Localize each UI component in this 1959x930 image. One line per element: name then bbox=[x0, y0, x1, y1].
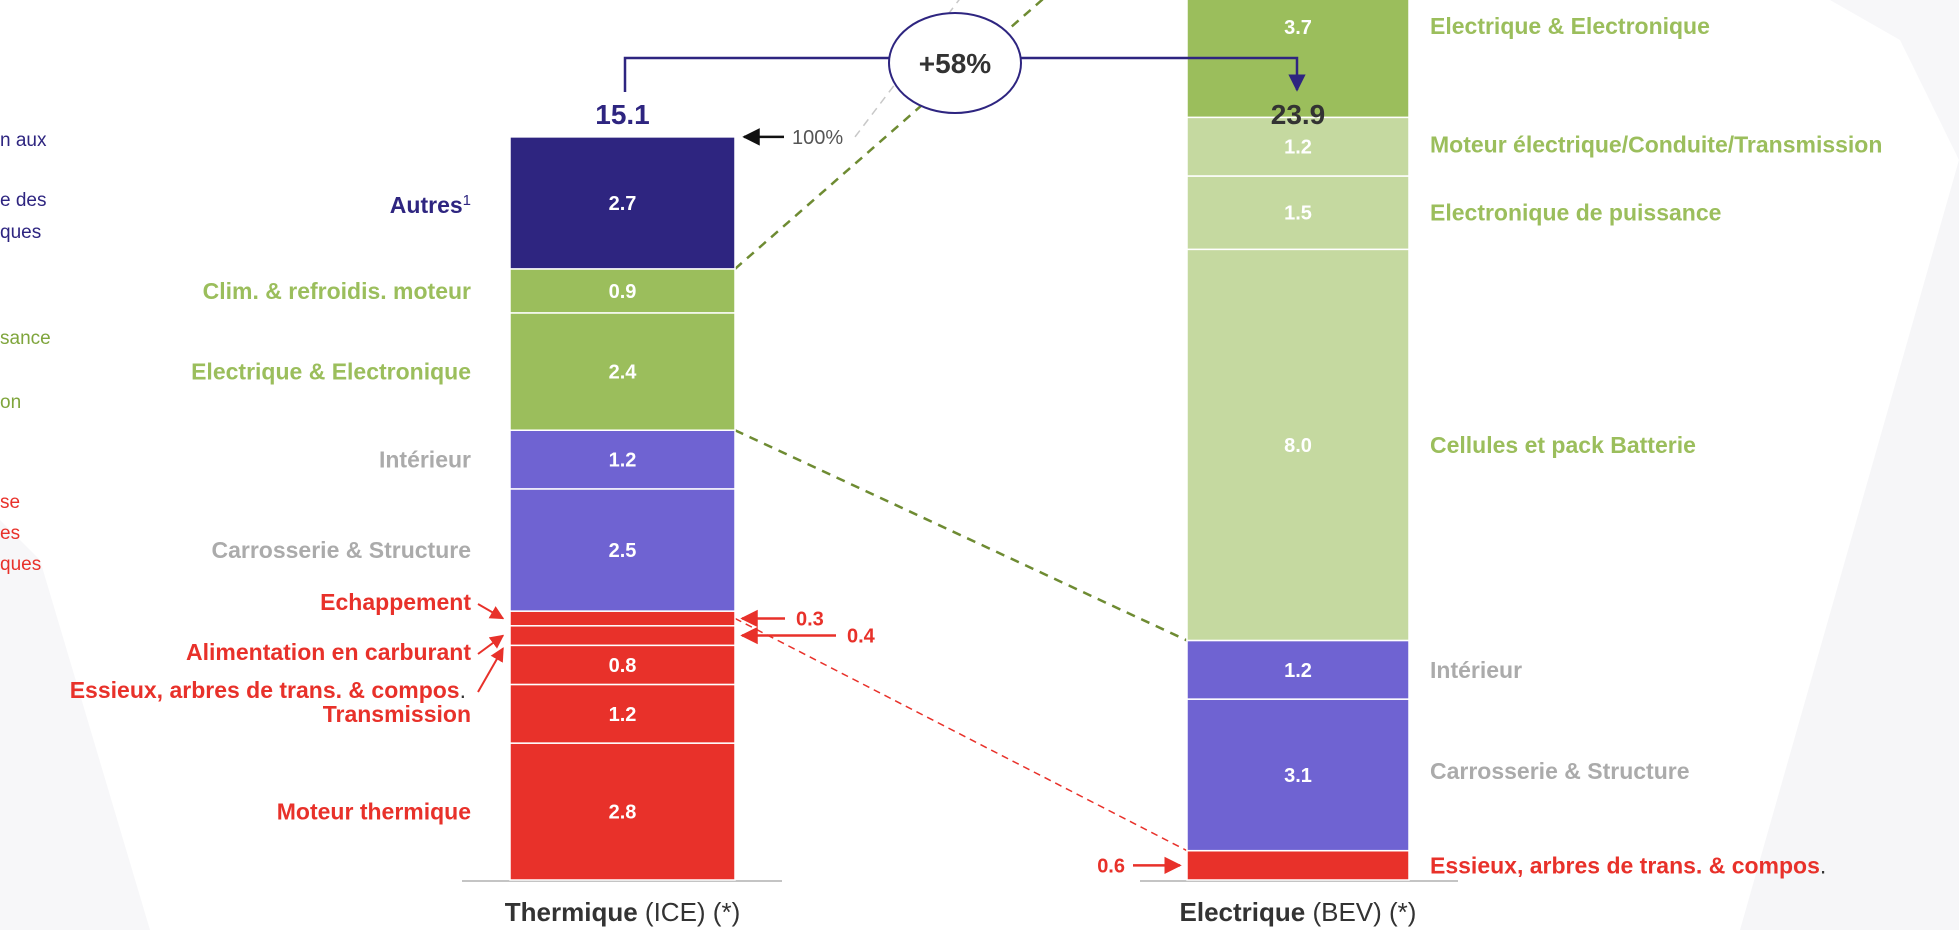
category-label: Electronique de puissance bbox=[1430, 200, 1721, 226]
value-label: 2.8 bbox=[609, 802, 637, 824]
legend-fragment: n aux bbox=[0, 130, 47, 151]
legend-fragment: e des bbox=[0, 190, 46, 211]
category-label: Cellules et pack Batterie bbox=[1430, 432, 1696, 458]
category-label: Moteur thermique bbox=[277, 799, 471, 825]
category-label: Intérieur bbox=[379, 447, 471, 473]
legend-fragment: ques bbox=[0, 554, 41, 575]
category-label: Carrosserie & Structure bbox=[1430, 758, 1690, 784]
value-label: 2.5 bbox=[609, 540, 637, 562]
bar-name-label: Thermique (ICE) (*) bbox=[505, 897, 740, 927]
chart-labels: 2.8 1.2 0.8 2.5 1.2 2.4 0.9 2.7 3.1 1.2 8.0 1.5 1.2 3… bbox=[0, 12, 1882, 927]
legend-fragment: se bbox=[0, 492, 20, 513]
growth-bracket bbox=[1020, 56, 1306, 92]
bar-name-label: Electrique (BEV) (*) bbox=[1180, 897, 1417, 927]
value-label: 8.0 bbox=[1284, 435, 1312, 457]
bar-segment bbox=[509, 312, 736, 431]
category-label: Clim. & refroidis. moteur bbox=[203, 278, 471, 304]
category-arrow bbox=[477, 603, 505, 620]
connector-line bbox=[734, 0, 1044, 270]
category-label: Electrique & Electronique bbox=[191, 359, 471, 385]
value-label: 1.2 bbox=[1284, 137, 1312, 159]
value-label: 2.7 bbox=[609, 193, 637, 215]
pct-label: 100% bbox=[792, 127, 843, 149]
category-label: Intérieur bbox=[1430, 657, 1522, 683]
value-label: 3.1 bbox=[1284, 765, 1312, 787]
bar-segment bbox=[509, 742, 736, 881]
bar-segment bbox=[1186, 175, 1410, 251]
category-label: Transmission bbox=[323, 701, 471, 727]
connector-line bbox=[734, 617, 1188, 852]
total-label: 23.9 bbox=[1271, 99, 1326, 130]
value-label: 0.8 bbox=[609, 655, 637, 677]
growth-bubble bbox=[888, 12, 1022, 114]
connector-line bbox=[734, 429, 1188, 642]
total-label: 15.1 bbox=[595, 99, 650, 130]
category-label: Echappement bbox=[320, 589, 471, 615]
value-label: 1.2 bbox=[1284, 660, 1312, 682]
category-label: Autres1 bbox=[390, 192, 471, 218]
legend-fragment: es bbox=[0, 523, 20, 544]
value-label: 1.2 bbox=[609, 704, 637, 726]
bar-segment bbox=[509, 644, 736, 686]
bar-segment bbox=[1186, 698, 1410, 852]
category-label: Electrique & Electronique bbox=[1430, 13, 1710, 39]
bar-segment bbox=[1186, 116, 1410, 177]
bar-segment bbox=[509, 136, 736, 270]
bar-segment bbox=[509, 683, 736, 744]
value-label: 0.3 bbox=[796, 608, 824, 630]
bar-segment bbox=[1186, 248, 1410, 642]
legend-fragment: ques bbox=[0, 222, 41, 243]
bar-segment bbox=[509, 268, 736, 314]
legend-fragment: sance bbox=[0, 328, 51, 349]
value-label: 1.5 bbox=[1284, 203, 1312, 225]
value-label: 0.4 bbox=[847, 626, 876, 648]
legend-fragment: on bbox=[0, 392, 21, 413]
value-label: 1.2 bbox=[609, 450, 637, 472]
category-label: Moteur électrique/Conduite/Transmission bbox=[1430, 132, 1882, 158]
bar-segment bbox=[509, 429, 736, 490]
bar-segment bbox=[509, 625, 736, 647]
growth-label: +58% bbox=[919, 48, 991, 79]
category-label: Carrosserie & Structure bbox=[212, 537, 472, 563]
category-arrow bbox=[477, 634, 505, 655]
value-label: 2.4 bbox=[609, 362, 638, 384]
bar-segments bbox=[462, 0, 1458, 882]
category-label: Alimentation en carburant bbox=[186, 639, 471, 665]
category-label: Essieux, arbres de trans. & compos. bbox=[70, 677, 466, 703]
bar-segment bbox=[509, 488, 736, 612]
bar-segment bbox=[509, 610, 736, 627]
value-label: 0.6 bbox=[1097, 855, 1125, 877]
bar-segment bbox=[1186, 849, 1410, 881]
category-arrow bbox=[477, 647, 504, 693]
value-label: 3.7 bbox=[1284, 17, 1312, 39]
growth-bracket bbox=[623, 56, 890, 92]
value-label: 0.9 bbox=[609, 281, 637, 303]
category-label: Essieux, arbres de trans. & compos. bbox=[1430, 852, 1826, 878]
